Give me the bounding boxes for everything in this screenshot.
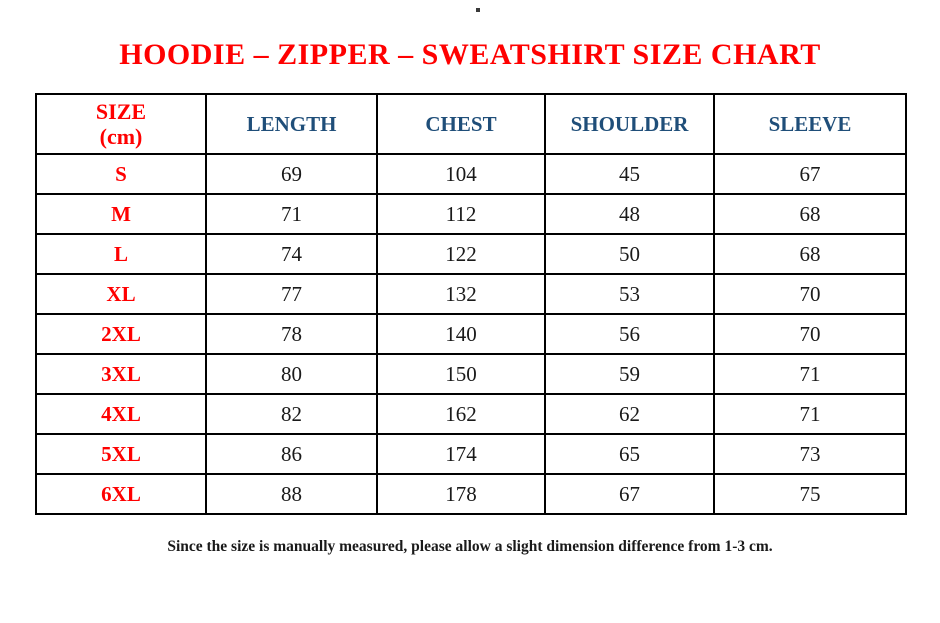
table-row-m: M 71 112 48 68: [35, 193, 907, 235]
sleeve-cell: 67: [713, 153, 907, 195]
size-cell: 3XL: [35, 353, 207, 395]
size-cell: S: [35, 153, 207, 195]
chest-cell: 162: [376, 393, 546, 435]
sleeve-cell: 71: [713, 393, 907, 435]
length-cell: 80: [205, 353, 378, 395]
length-cell: 78: [205, 313, 378, 355]
table-header-row: SIZE (cm) LENGTH CHEST SHOULDER SLEEVE: [35, 93, 907, 155]
shoulder-cell: 59: [544, 353, 715, 395]
table-row-2xl: 2XL 78 140 56 70: [35, 313, 907, 355]
chest-cell: 104: [376, 153, 546, 195]
table-row-s: S 69 104 45 67: [35, 153, 907, 195]
chest-cell: 122: [376, 233, 546, 275]
page-top-dot-mark: [476, 8, 480, 12]
table-row-xl: XL 77 132 53 70: [35, 273, 907, 315]
column-header-size: SIZE (cm): [35, 93, 207, 155]
chest-cell: 178: [376, 473, 546, 515]
column-header-chest: CHEST: [376, 93, 546, 155]
size-cell: M: [35, 193, 207, 235]
size-cell: 6XL: [35, 473, 207, 515]
table-row-l: L 74 122 50 68: [35, 233, 907, 275]
chest-cell: 150: [376, 353, 546, 395]
column-header-sleeve: SLEEVE: [713, 93, 907, 155]
sleeve-cell: 73: [713, 433, 907, 475]
size-cell: XL: [35, 273, 207, 315]
size-cell: 2XL: [35, 313, 207, 355]
sleeve-cell: 71: [713, 353, 907, 395]
sleeve-cell: 68: [713, 233, 907, 275]
length-cell: 82: [205, 393, 378, 435]
shoulder-cell: 62: [544, 393, 715, 435]
size-chart-table: SIZE (cm) LENGTH CHEST SHOULDER SLEEVE S…: [35, 93, 907, 515]
column-header-length: LENGTH: [205, 93, 378, 155]
chest-cell: 112: [376, 193, 546, 235]
size-cell: 4XL: [35, 393, 207, 435]
measurement-disclaimer: Since the size is manually measured, ple…: [167, 538, 773, 555]
length-cell: 86: [205, 433, 378, 475]
sleeve-cell: 75: [713, 473, 907, 515]
shoulder-cell: 53: [544, 273, 715, 315]
length-cell: 88: [205, 473, 378, 515]
size-header-line2: (cm): [99, 124, 143, 149]
shoulder-cell: 50: [544, 233, 715, 275]
length-cell: 74: [205, 233, 378, 275]
sleeve-cell: 70: [713, 273, 907, 315]
sleeve-cell: 68: [713, 193, 907, 235]
size-header-line1: SIZE: [95, 98, 147, 124]
size-cell: L: [35, 233, 207, 275]
shoulder-cell: 48: [544, 193, 715, 235]
shoulder-cell: 67: [544, 473, 715, 515]
length-cell: 77: [205, 273, 378, 315]
shoulder-cell: 56: [544, 313, 715, 355]
size-cell: 5XL: [35, 433, 207, 475]
table-row-3xl: 3XL 80 150 59 71: [35, 353, 907, 395]
length-cell: 69: [205, 153, 378, 195]
table-row-6xl: 6XL 88 178 67 75: [35, 473, 907, 515]
table-row-5xl: 5XL 86 174 65 73: [35, 433, 907, 475]
sleeve-cell: 70: [713, 313, 907, 355]
chest-cell: 132: [376, 273, 546, 315]
length-cell: 71: [205, 193, 378, 235]
chest-cell: 174: [376, 433, 546, 475]
shoulder-cell: 65: [544, 433, 715, 475]
page-title: HOODIE – ZIPPER – SWEATSHIRT SIZE CHART: [119, 38, 821, 71]
chest-cell: 140: [376, 313, 546, 355]
table-row-4xl: 4XL 82 162 62 71: [35, 393, 907, 435]
shoulder-cell: 45: [544, 153, 715, 195]
column-header-shoulder: SHOULDER: [544, 93, 715, 155]
